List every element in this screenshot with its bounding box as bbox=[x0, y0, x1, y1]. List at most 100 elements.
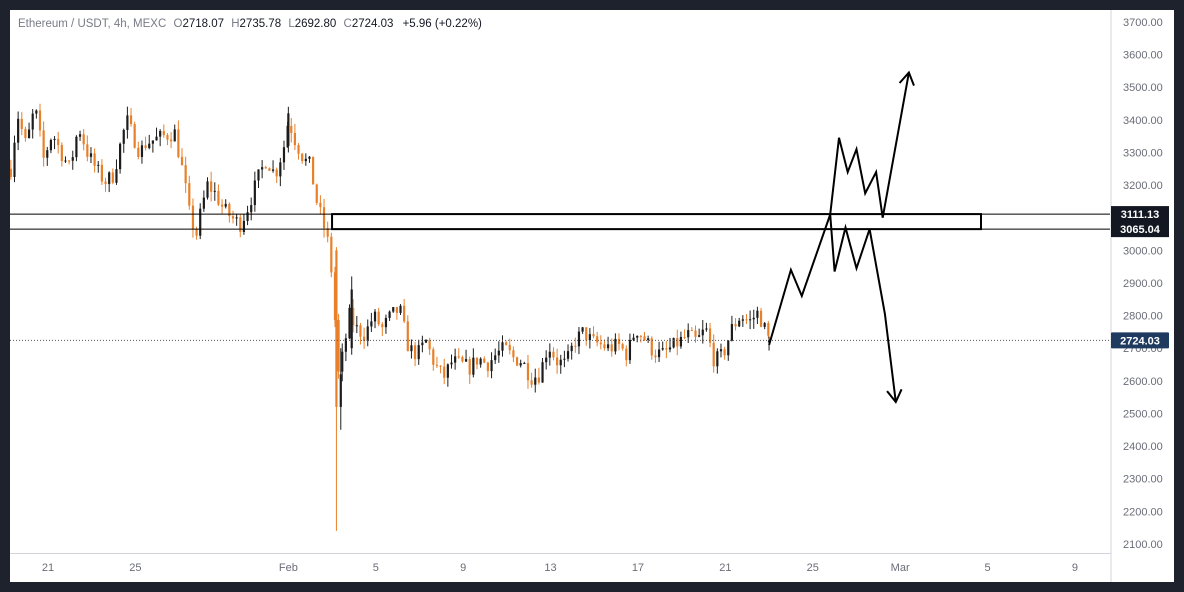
candle-body bbox=[643, 336, 646, 340]
y-tick-label: 2600.00 bbox=[1123, 376, 1163, 388]
candle-body bbox=[617, 338, 621, 345]
candle-body bbox=[60, 145, 63, 162]
candle-body bbox=[341, 351, 344, 372]
candle-body bbox=[82, 134, 85, 145]
candle-body bbox=[552, 351, 555, 358]
candle-body bbox=[512, 350, 515, 358]
candle-body bbox=[377, 311, 380, 325]
y-tick-label: 2400.00 bbox=[1123, 441, 1163, 453]
candle-body bbox=[78, 134, 82, 137]
candle-body bbox=[57, 138, 60, 146]
candle-body bbox=[548, 351, 551, 358]
candle-body bbox=[335, 250, 338, 407]
candle-body bbox=[497, 350, 500, 356]
candle-body bbox=[268, 168, 271, 171]
candle-body bbox=[625, 348, 628, 361]
candle-body bbox=[413, 345, 417, 360]
candle-body bbox=[24, 128, 27, 139]
candle-body bbox=[588, 334, 591, 341]
candle-body bbox=[439, 365, 442, 367]
candle-body bbox=[421, 342, 424, 346]
candle-body bbox=[621, 344, 624, 349]
close-label: C bbox=[343, 18, 352, 30]
candle-body bbox=[672, 337, 675, 348]
candle-body bbox=[159, 131, 162, 137]
candle-body bbox=[523, 363, 526, 365]
candle-body bbox=[730, 324, 734, 341]
current-price-label: 2724.03 bbox=[1120, 335, 1160, 347]
chart-frame[interactable]: 2100.00 2200.00 2300.00 2400.00 2500.00 2600.… bbox=[10, 10, 1174, 582]
candle-body bbox=[111, 172, 114, 183]
candle-body bbox=[115, 169, 118, 183]
candle-body bbox=[767, 340, 771, 343]
candle-body bbox=[348, 307, 351, 339]
candle-body bbox=[505, 342, 508, 345]
candle-body bbox=[749, 319, 752, 321]
candle-body bbox=[381, 324, 384, 328]
candle-body bbox=[35, 110, 38, 114]
candle-body bbox=[490, 360, 493, 372]
candle-body bbox=[173, 129, 176, 142]
candle-body bbox=[581, 327, 584, 332]
candle-body bbox=[690, 330, 693, 332]
price-tag-label: 3065.04 bbox=[1120, 224, 1161, 236]
candle-body bbox=[483, 358, 486, 363]
candle-body bbox=[359, 325, 362, 337]
candle-body bbox=[563, 358, 566, 360]
open-label: O bbox=[173, 18, 183, 30]
candle-body bbox=[628, 339, 632, 361]
candle-body bbox=[169, 139, 173, 142]
y-tick-label: 3200.00 bbox=[1123, 180, 1163, 192]
candle-body bbox=[647, 338, 650, 340]
candle-body bbox=[228, 203, 231, 217]
candle-body bbox=[27, 129, 31, 139]
candle-body bbox=[350, 289, 353, 349]
low-value: 2692.80 bbox=[294, 18, 337, 30]
candle-body bbox=[479, 358, 482, 365]
candle-body bbox=[388, 311, 391, 318]
candle-body bbox=[362, 336, 366, 342]
candle-body bbox=[315, 184, 318, 203]
candle-body bbox=[519, 363, 522, 366]
x-tick-label: 5 bbox=[373, 562, 379, 574]
candle-body bbox=[759, 310, 763, 327]
candle-body bbox=[392, 307, 395, 312]
candle-body bbox=[636, 335, 639, 338]
candle-body bbox=[632, 337, 635, 340]
candle-body bbox=[719, 349, 723, 352]
candle-body bbox=[556, 357, 559, 366]
candle-body bbox=[195, 229, 198, 236]
candle-body bbox=[596, 336, 599, 343]
price-chart[interactable]: 2100.00 2200.00 2300.00 2400.00 2500.00 2600.… bbox=[10, 10, 1174, 582]
candle-body bbox=[716, 351, 719, 367]
candle-body bbox=[450, 362, 453, 365]
candle-body bbox=[679, 336, 683, 347]
candle-body bbox=[712, 342, 715, 367]
candle-body bbox=[454, 356, 457, 363]
change-value: +5.96 (+0.22%) bbox=[402, 18, 482, 30]
projection-path-bearish bbox=[829, 214, 897, 403]
candle-body bbox=[162, 131, 165, 136]
candle-body bbox=[188, 183, 191, 206]
candle-body bbox=[515, 357, 519, 366]
zone-rectangle bbox=[331, 213, 982, 231]
current-price-tag bbox=[1111, 332, 1169, 349]
candle-body bbox=[148, 143, 151, 149]
candle-body bbox=[698, 335, 701, 337]
candle-body bbox=[534, 377, 537, 385]
candle-body bbox=[308, 156, 311, 159]
candle-body bbox=[344, 338, 347, 352]
candle-body bbox=[304, 158, 307, 162]
y-tick-label: 2900.00 bbox=[1123, 278, 1163, 290]
candle-body bbox=[133, 124, 136, 148]
candle-body bbox=[287, 113, 290, 146]
arrow-head-down bbox=[886, 388, 903, 404]
candle-body bbox=[577, 331, 581, 347]
candle-body bbox=[428, 340, 431, 350]
candle-body bbox=[312, 156, 315, 185]
candle-body bbox=[395, 307, 398, 313]
candle-body bbox=[727, 340, 730, 356]
candle-body bbox=[355, 325, 358, 327]
candle-body bbox=[53, 138, 56, 140]
candle-body bbox=[530, 380, 533, 385]
